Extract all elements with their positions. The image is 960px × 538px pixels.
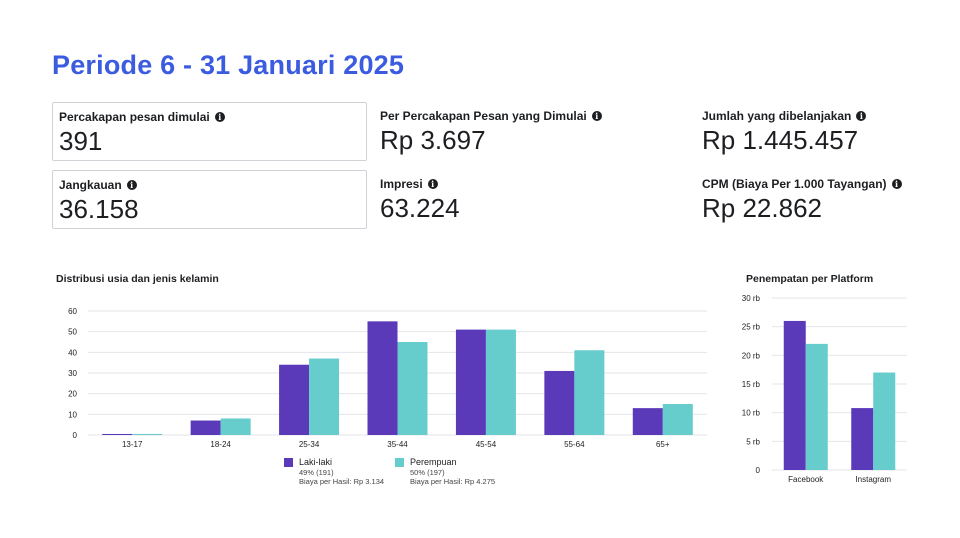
y-tick-label: 0 xyxy=(756,466,761,475)
x-tick-label: 35-44 xyxy=(387,440,408,449)
metric-value: 391 xyxy=(59,126,103,156)
metric-value: 63.224 xyxy=(380,193,460,223)
y-tick-label: 10 xyxy=(68,410,77,419)
bar-female xyxy=(873,372,896,470)
x-tick-label: 25-34 xyxy=(299,440,320,449)
metric-jumlah[interactable]: Jumlah yang dibelanjakan i Rp 1.445.457 xyxy=(696,102,946,161)
x-tick-label: 13-17 xyxy=(122,440,143,449)
page-title: Periode 6 - 31 Januari 2025 xyxy=(52,50,405,80)
metric-label: Jumlah yang dibelanjakan xyxy=(702,109,852,123)
metric-impresi[interactable]: Impresi i 63.224 xyxy=(374,170,689,229)
x-tick-label: 18-24 xyxy=(210,440,231,449)
bar-female xyxy=(485,329,516,435)
age-gender-chart: 0 10 20 30 40 50 60 13-17 18-24 25-34 35-44 45-54 55… xyxy=(68,307,707,449)
y-tick-label: 25 rb xyxy=(742,323,761,332)
y-tick-label: 20 rb xyxy=(742,351,761,360)
bar-male xyxy=(851,408,874,470)
legend-male-name: Laki-laki xyxy=(299,457,333,467)
bar-female xyxy=(574,350,605,435)
metric-per-percakapan[interactable]: Per Percakapan Pesan yang Dimulai i Rp 3.… xyxy=(374,102,689,161)
legend-male-share: 49% (191) xyxy=(299,468,334,477)
x-tick-label: 65+ xyxy=(656,440,670,449)
bar-male xyxy=(190,420,221,435)
bar-female xyxy=(805,343,828,470)
x-tick-label: Instagram xyxy=(855,475,891,484)
platform-chart: 0 5 rb 10 rb 15 rb 20 rb 25 rb 30 rb Facebook In… xyxy=(742,294,907,484)
legend-male-cost: Biaya per Hasil: Rp 3.134 xyxy=(299,477,385,486)
y-tick-label: 60 xyxy=(68,307,77,316)
bar-male xyxy=(544,370,575,435)
metric-label: CPM (Biaya Per 1.000 Tayangan) xyxy=(702,177,887,191)
legend-female-share: 50% (197) xyxy=(410,468,445,477)
bar-male xyxy=(367,321,398,435)
legend-female-name: Perempuan xyxy=(410,457,457,467)
y-tick-label: 40 xyxy=(68,348,77,357)
metric-value: Rp 22.862 xyxy=(702,193,822,223)
y-tick-label: 30 rb xyxy=(742,294,761,303)
info-icon[interactable]: i xyxy=(891,179,902,189)
metric-label: Jangkauan xyxy=(59,178,122,192)
y-tick-label: 5 rb xyxy=(746,437,760,446)
y-tick-label: 10 rb xyxy=(742,409,761,418)
legend-female[interactable]: Perempuan 50% (197) Biaya per Hasil: Rp … xyxy=(395,457,505,487)
metric-value: 36.158 xyxy=(59,194,139,224)
bar-female xyxy=(220,418,251,435)
bar-male xyxy=(102,433,133,435)
y-tick-label: 15 rb xyxy=(742,380,761,389)
bar-male xyxy=(279,364,310,435)
legend-male[interactable]: Laki-laki 49% (191) Biaya per Hasil: Rp … xyxy=(284,457,384,487)
metric-label: Percakapan pesan dimulai xyxy=(59,110,210,124)
age-gender-chart-title: Distribusi usia dan jenis kelamin xyxy=(56,273,219,285)
info-icon[interactable]: i xyxy=(591,111,602,121)
info-icon[interactable]: i xyxy=(427,179,438,189)
metric-cpm[interactable]: CPM (Biaya Per 1.000 Tayangan) i Rp 22.86… xyxy=(696,170,951,229)
legend-male-swatch xyxy=(284,458,293,467)
x-tick-label: 55-64 xyxy=(564,440,585,449)
metric-jangkauan[interactable]: Jangkauan i 36.158 xyxy=(52,170,367,229)
y-tick-label: 50 xyxy=(68,328,77,337)
bar-female xyxy=(309,358,340,435)
metric-value: Rp 3.697 xyxy=(380,125,486,155)
bar-male xyxy=(632,408,663,435)
bar-male xyxy=(455,329,486,435)
metric-label: Impresi xyxy=(380,177,423,191)
y-tick-label: 0 xyxy=(73,431,78,440)
metric-value: Rp 1.445.457 xyxy=(702,125,859,155)
platform-chart-title: Penempatan per Platform xyxy=(746,273,874,285)
bar-female xyxy=(662,404,693,435)
y-tick-label: 30 xyxy=(68,369,77,378)
x-tick-label: Facebook xyxy=(788,475,824,484)
metric-label: Per Percakapan Pesan yang Dimulai xyxy=(380,109,587,123)
bar-female xyxy=(132,433,163,435)
metric-percakapan[interactable]: Percakapan pesan dimulai i 391 xyxy=(52,102,367,161)
info-icon[interactable]: i xyxy=(856,111,867,121)
info-icon[interactable]: i xyxy=(214,112,225,122)
bar-male xyxy=(783,320,806,470)
bar-female xyxy=(397,342,428,435)
info-icon[interactable]: i xyxy=(126,180,137,190)
x-tick-label: 45-54 xyxy=(476,440,497,449)
legend-female-cost: Biaya per Hasil: Rp 4.275 xyxy=(410,477,496,486)
legend-female-swatch xyxy=(395,458,404,467)
y-tick-label: 20 xyxy=(68,390,77,399)
